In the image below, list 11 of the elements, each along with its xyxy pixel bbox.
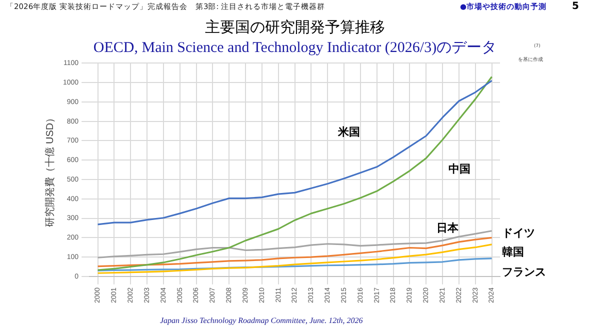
text: 米国 [337,125,360,138]
series-label: 日本 [436,221,460,234]
series-label: 韓国 [502,245,524,258]
y-axis-title: 研究開発費（十億 USD） [44,112,56,227]
chart-subtitle: OECD, Main Science and Technology Indicator (2026/3)のデータ [93,40,497,56]
series-label: ドイツ [502,226,535,240]
series-label: フランス [502,265,546,278]
series-label: 中国 [448,162,471,176]
text: 5 [572,1,579,12]
chart-title: 主要国の研究開発予算推移 [204,18,386,37]
text: Japan Jisso Technology Roadmap Committee, June. 12th, 2026 [160,316,363,325]
